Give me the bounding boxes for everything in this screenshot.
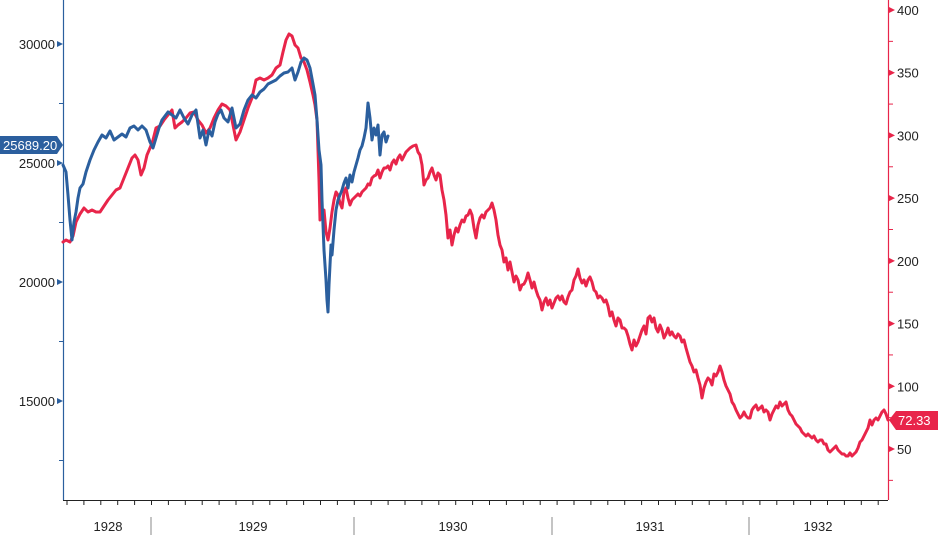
right-tick-label: 150: [897, 317, 919, 332]
x-year-label: 1929: [239, 519, 268, 534]
x-axis: 1928 1929 1930 1931 1932: [63, 500, 888, 535]
left-tick-label: 15000: [19, 394, 55, 409]
left-current-value-badge: 25689.20: [0, 136, 63, 154]
x-year-label: 1928: [94, 519, 123, 534]
left-current-value: 25689.20: [3, 138, 57, 153]
right-current-value: 72.33: [898, 413, 931, 428]
plot-area: [61, 32, 890, 458]
blue-series-line: [61, 56, 390, 314]
right-tick-label: 400: [897, 3, 919, 18]
left-y-axis: 15000 20000 25000 30000: [19, 0, 65, 500]
left-tick-label: 30000: [19, 37, 55, 52]
red-series-line: [61, 32, 890, 458]
right-tick-label: 100: [897, 379, 919, 394]
right-tick-label: 200: [897, 254, 919, 269]
left-tick-label: 20000: [19, 275, 55, 290]
right-y-axis: 50 100 150 200 250 300 350 400: [887, 0, 919, 500]
right-tick-label: 300: [897, 128, 919, 143]
right-tick-label: 350: [897, 66, 919, 81]
right-tick-label: 250: [897, 191, 919, 206]
x-year-label: 1932: [804, 519, 833, 534]
right-current-value-badge: 72.33: [889, 411, 938, 430]
x-year-label: 1930: [439, 519, 468, 534]
left-tick-label: 25000: [19, 156, 55, 171]
right-tick-label: 50: [897, 442, 911, 457]
x-year-label: 1931: [636, 519, 665, 534]
